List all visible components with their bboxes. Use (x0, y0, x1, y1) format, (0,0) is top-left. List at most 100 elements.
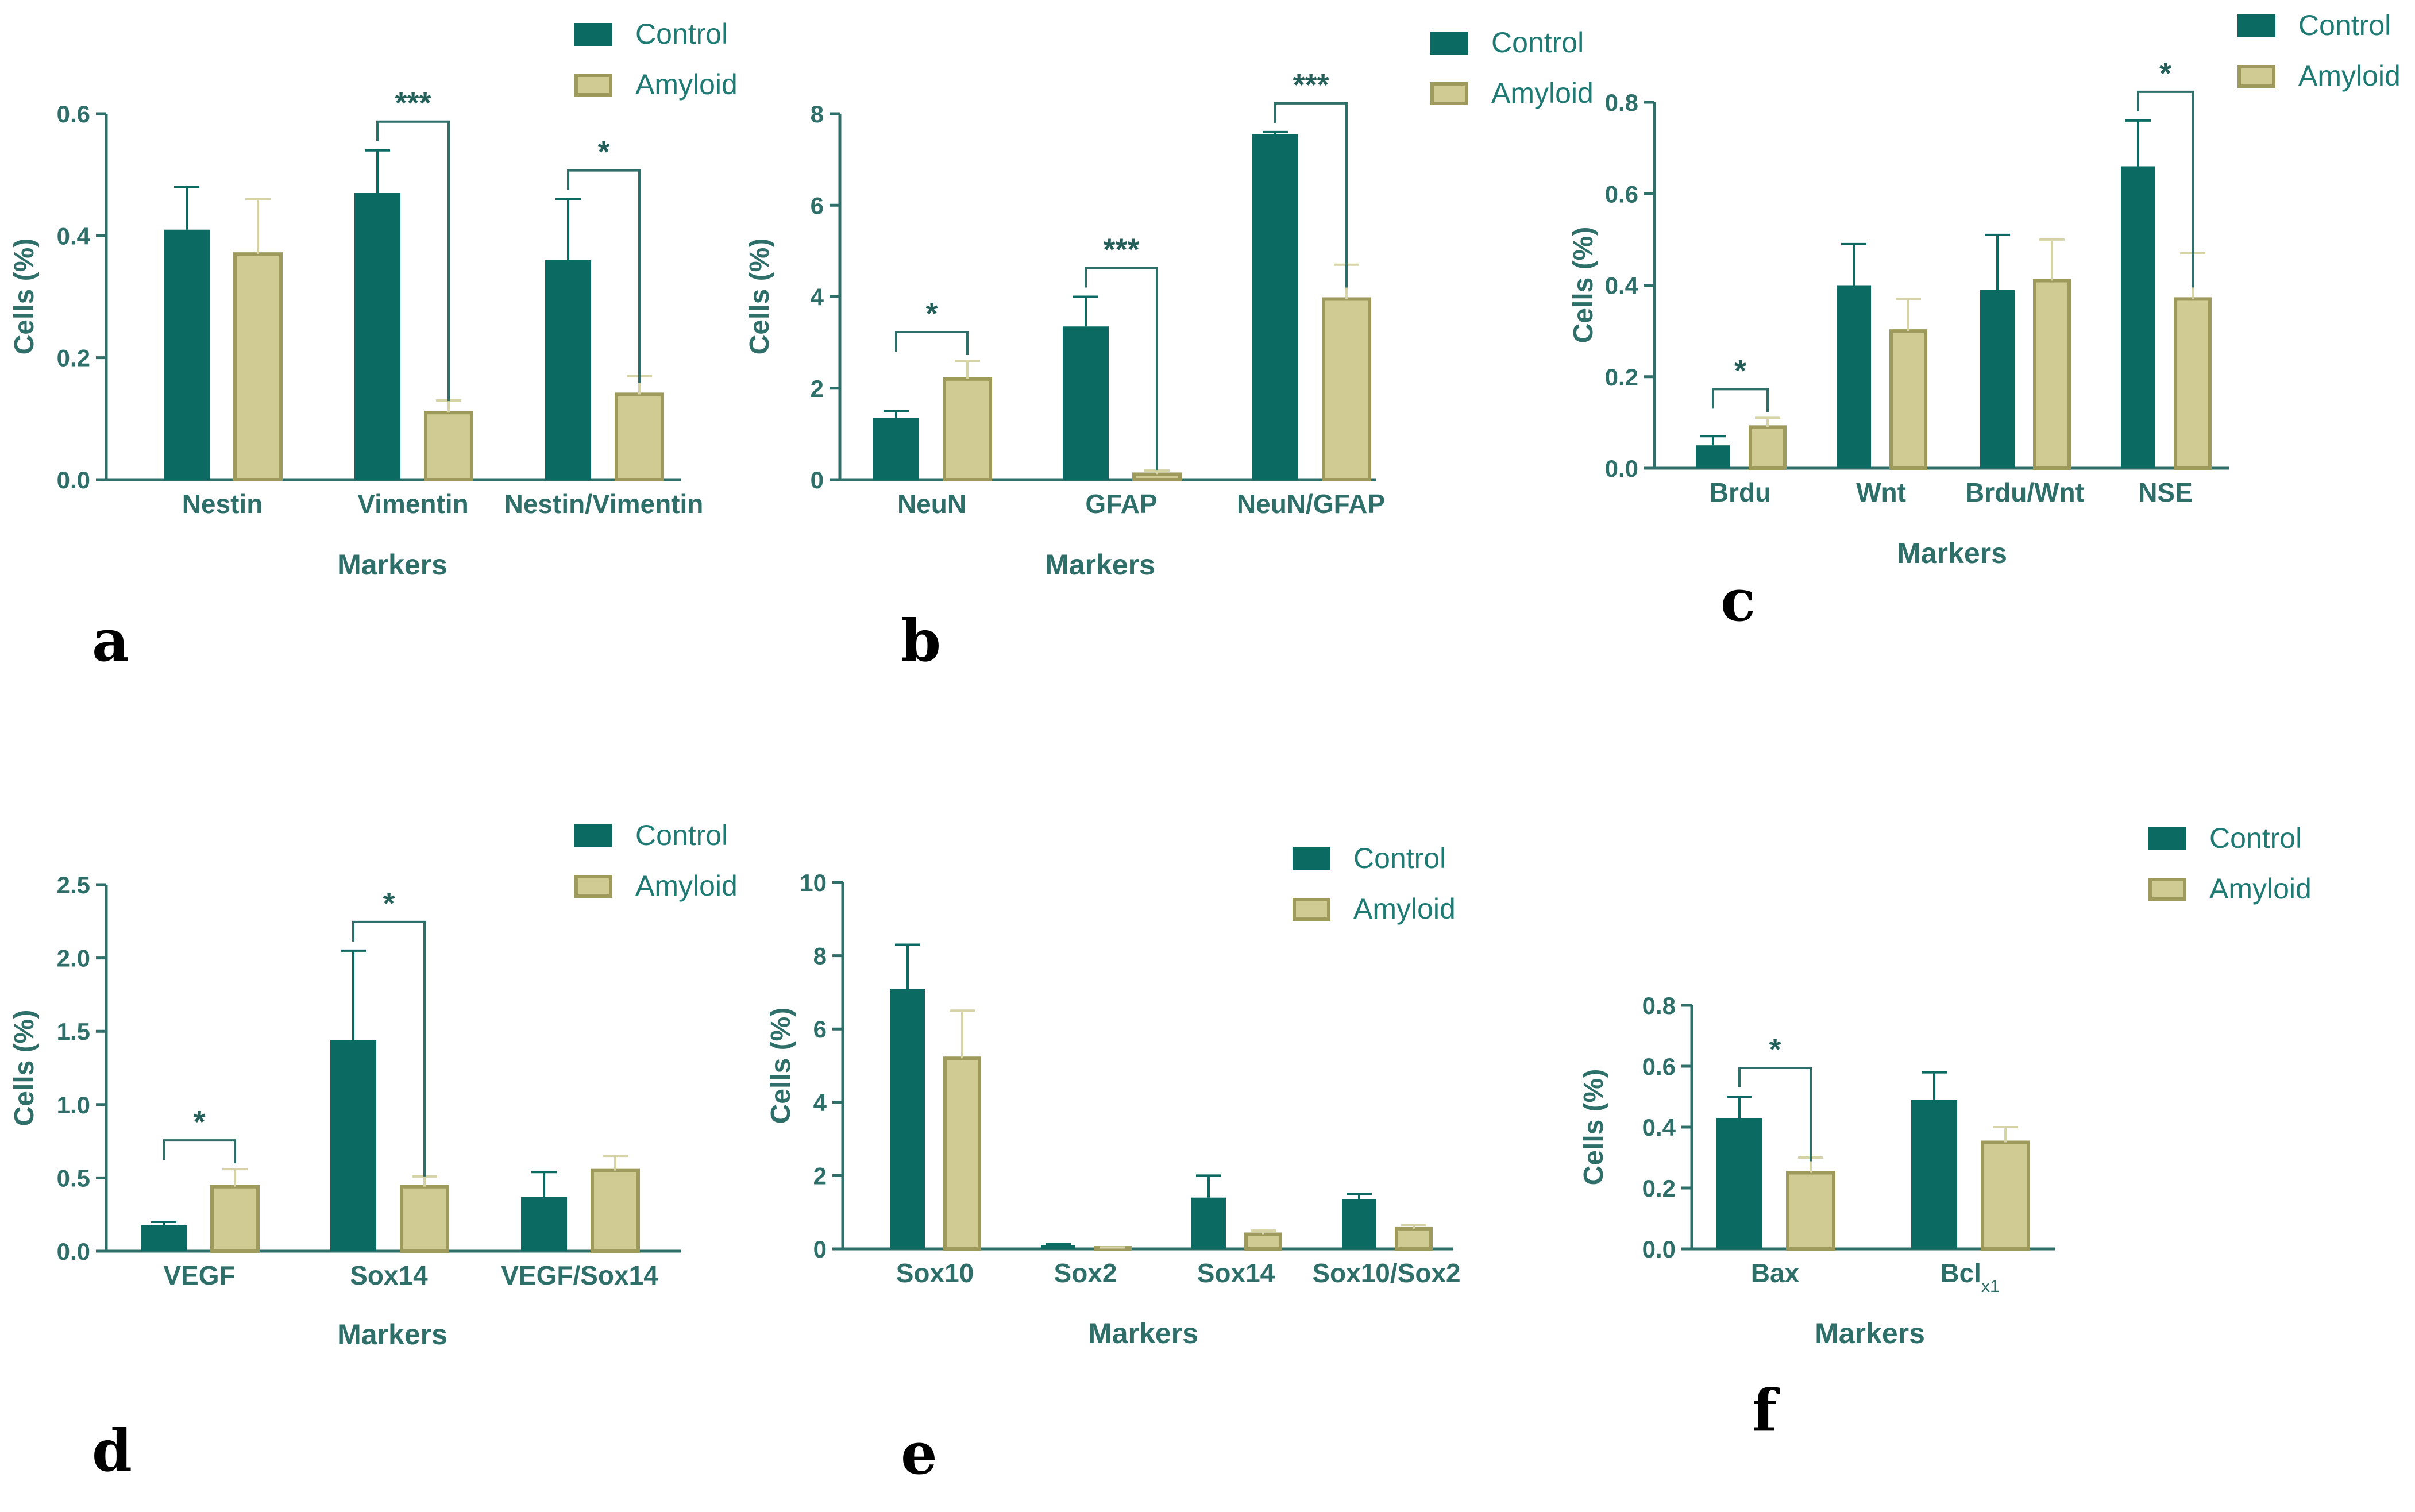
legend-swatch-amyloid (1430, 82, 1468, 105)
y-tick-label: 0.5 (57, 1164, 90, 1191)
legend-label: Amyloid (2209, 873, 2312, 905)
x-tick-label: Brdu (1710, 477, 1771, 507)
panel-letter: d (92, 1417, 132, 1484)
y-tick-label: 0 (811, 466, 824, 493)
x-axis-label: Markers (1897, 537, 2007, 569)
legend-swatch-amyloid (574, 74, 612, 97)
x-tick-label: Bclx1 (1940, 1258, 1999, 1296)
panel-letter: a (92, 607, 129, 674)
significance-label: * (597, 135, 609, 169)
x-axis-label: Markers (337, 549, 447, 581)
bar-control (1980, 290, 2015, 468)
legend-label: Control (2298, 9, 2391, 41)
bar-amyloid (1981, 1140, 2030, 1251)
legend-label: Control (1491, 26, 1584, 59)
bar-amyloid (1395, 1226, 1433, 1251)
bar-amyloid (591, 1168, 640, 1253)
legend-swatch-control (574, 824, 612, 847)
bar-control (545, 260, 591, 480)
legend: Control Amyloid (574, 18, 738, 101)
chart-panel-f: 0.0 0.2 0.4 0.6 0.8 Cells (%) Markers Bax Bclx1 *… (1579, 822, 2312, 1444)
chart-panel-d: 0.0 0.5 1.0 1.5 2.0 2.5 Cells (%) Markers VEGF So… (9, 819, 738, 1484)
legend-label: Control (2209, 822, 2302, 854)
y-tick-label: 8 (813, 943, 827, 970)
panel-letter: f (1752, 1376, 1780, 1444)
y-tick-label: 8 (811, 101, 824, 128)
y-tick-label: 2 (813, 1162, 827, 1189)
significance-bracket (2137, 90, 2194, 288)
significance-bracket (895, 330, 969, 355)
bar-control (330, 1040, 376, 1251)
legend: Control Amyloid (1293, 842, 1456, 925)
x-tick-label: Nestin (182, 489, 263, 519)
bar-amyloid (1244, 1232, 1282, 1251)
legend-label: Control (635, 18, 728, 50)
significance-bracket (352, 920, 426, 1177)
y-axis-label: Cells (%) (1568, 227, 1599, 344)
legend-label: Amyloid (1353, 893, 1456, 925)
x-tick-label: Bax (1751, 1258, 1800, 1288)
x-tick-label: Nestin/Vimentin (504, 489, 704, 519)
y-tick-label: 2.0 (57, 945, 90, 972)
bar-control (1041, 1245, 1075, 1249)
y-tick-label: 1.5 (57, 1018, 90, 1045)
legend-swatch-control (2148, 827, 2186, 850)
bar-amyloid (615, 392, 664, 481)
bar-control (164, 229, 210, 480)
legend-swatch-amyloid (1293, 898, 1330, 921)
y-axis-label: Cells (%) (1579, 1069, 1609, 1186)
bar-amyloid (1889, 329, 1927, 470)
y-axis-label: Cells (%) (9, 1010, 40, 1127)
x-tick-label: GFAP (1085, 489, 1157, 519)
bar-control (1191, 1197, 1226, 1249)
legend: Control Amyloid (574, 819, 738, 902)
significance-label: * (2159, 56, 2171, 91)
legend-label: Control (1353, 842, 1446, 874)
legend-label: Amyloid (1491, 77, 1594, 109)
panel-letter: e (901, 1420, 938, 1487)
y-tick-label: 0.0 (1642, 1236, 1676, 1263)
significance-label: *** (1103, 233, 1139, 267)
legend: Control Amyloid (1430, 26, 1594, 109)
legend-label: Amyloid (2298, 60, 2401, 92)
legend-swatch-amyloid (2148, 878, 2186, 901)
y-tick-label: 0.6 (57, 101, 90, 128)
y-tick-label: 0.4 (1605, 272, 1639, 299)
bar-amyloid (1786, 1171, 1835, 1251)
y-tick-label: 0.2 (1642, 1175, 1676, 1202)
y-tick-label: 0 (813, 1236, 827, 1263)
y-tick-label: 0.6 (1605, 180, 1638, 207)
bar-control (1252, 134, 1298, 480)
legend-swatch-amyloid (2237, 65, 2275, 88)
y-tick-label: 1.0 (57, 1091, 90, 1118)
bar-amyloid (210, 1185, 260, 1253)
significance-label: * (1769, 1032, 1781, 1067)
y-tick-label: 2 (811, 375, 824, 402)
x-tick-label: Sox14 (1197, 1258, 1275, 1288)
y-tick-label: 0.2 (57, 345, 90, 372)
x-tick-label: Sox10 (896, 1258, 974, 1288)
y-tick-label: 0.0 (1605, 455, 1638, 482)
legend-swatch-amyloid (574, 875, 612, 898)
y-tick-label: 0.6 (1642, 1053, 1676, 1080)
significance-bracket (1712, 388, 1769, 412)
y-tick-label: 0.4 (1642, 1114, 1676, 1141)
y-tick-label: 4 (813, 1089, 827, 1116)
significance-bracket (376, 120, 450, 402)
significance-label: *** (1293, 68, 1329, 102)
x-tick-label: Sox10/Sox2 (1312, 1258, 1460, 1288)
bar-control (890, 989, 925, 1249)
significance-label: * (1734, 353, 1746, 388)
y-axis-label: Cells (%) (9, 238, 40, 355)
x-axis-label: Markers (1815, 1317, 1925, 1349)
significance-label: * (383, 886, 395, 921)
legend-swatch-control (1430, 32, 1468, 55)
bar-amyloid (943, 1056, 981, 1251)
bar-control (1342, 1199, 1376, 1249)
bar-control (1837, 285, 1871, 468)
x-tick-label: Sox2 (1054, 1258, 1117, 1288)
x-axis-label: Markers (1088, 1317, 1198, 1349)
x-tick-label: NSE (2138, 477, 2193, 507)
y-tick-label: 6 (811, 192, 824, 219)
